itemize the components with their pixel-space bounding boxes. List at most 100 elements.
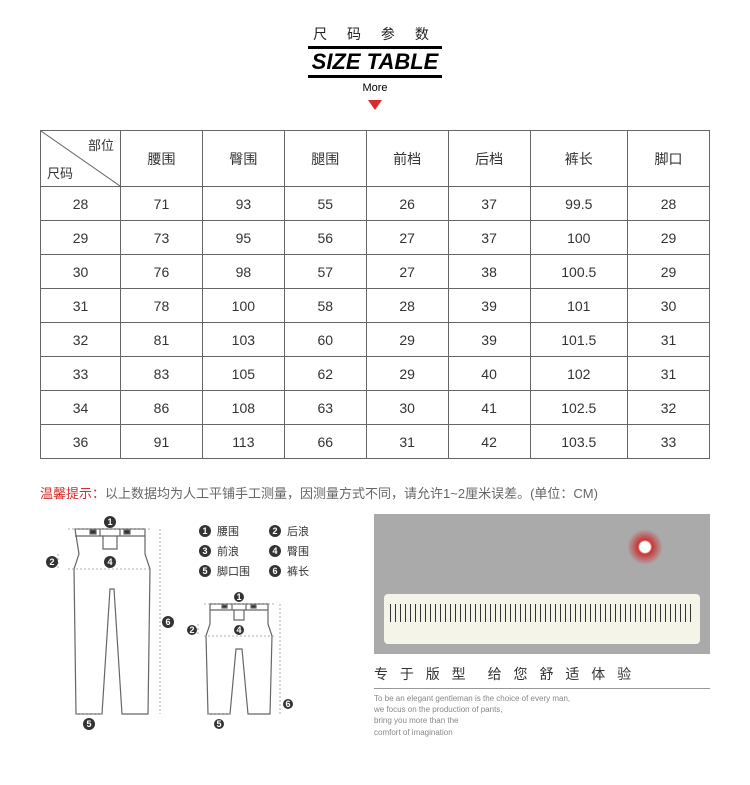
measurement-diagram: 1 2 4 5 6 [40, 514, 350, 739]
cell: 56 [284, 221, 366, 255]
cell: 57 [284, 255, 366, 289]
cell: 60 [284, 323, 366, 357]
cell: 78 [121, 289, 203, 323]
svg-text:6: 6 [272, 566, 277, 576]
cell: 76 [121, 255, 203, 289]
table-row: 29739556273710029 [41, 221, 710, 255]
cell: 31 [366, 425, 448, 459]
cell: 42 [448, 425, 530, 459]
cell: 29 [628, 255, 710, 289]
svg-text:5: 5 [86, 719, 91, 729]
cell: 29 [366, 323, 448, 357]
cell: 28 [366, 289, 448, 323]
svg-text:1: 1 [107, 517, 112, 527]
svg-text:2: 2 [272, 526, 277, 536]
svg-text:5: 5 [216, 719, 221, 729]
legend-label: 前浪 [217, 544, 239, 558]
cell: 28 [41, 187, 121, 221]
table-row: 338310562294010231 [41, 357, 710, 391]
legend-label: 臀围 [287, 545, 309, 558]
cell: 86 [121, 391, 203, 425]
cell: 91 [121, 425, 203, 459]
tip-label: 温馨提示： [40, 486, 105, 501]
legend-label: 腰围 [217, 525, 239, 538]
svg-text:4: 4 [236, 625, 241, 635]
tape-disc-icon [620, 522, 670, 572]
cell: 83 [121, 357, 203, 391]
svg-text:5: 5 [202, 566, 207, 576]
cell: 41 [448, 391, 530, 425]
cell: 100 [530, 221, 628, 255]
cell: 29 [366, 357, 448, 391]
promo-title: 专 于 版 型 给 您 舒 适 体 验 [374, 654, 710, 689]
cell: 63 [284, 391, 366, 425]
column-header: 后档 [448, 131, 530, 187]
column-header: 前档 [366, 131, 448, 187]
cell: 30 [628, 289, 710, 323]
title-chinese: 尺 码 参 数 [0, 24, 750, 44]
svg-text:1: 1 [236, 592, 241, 602]
svg-text:2: 2 [189, 625, 194, 635]
svg-text:4: 4 [107, 557, 112, 567]
column-header: 裤长 [530, 131, 628, 187]
header: 尺 码 参 数 SIZE TABLE More [0, 0, 750, 118]
bottom-section: 1 2 4 5 6 [0, 514, 750, 759]
more-label: More [0, 82, 750, 94]
promo-block: 专 于 版 型 给 您 舒 适 体 验 To be an elegant gen… [374, 514, 710, 738]
cell: 62 [284, 357, 366, 391]
cell: 81 [121, 323, 203, 357]
cell: 30 [366, 391, 448, 425]
cell: 103.5 [530, 425, 628, 459]
cell: 39 [448, 289, 530, 323]
table-row: 28719355263799.528 [41, 187, 710, 221]
cell: 39 [448, 323, 530, 357]
cell: 27 [366, 255, 448, 289]
cell: 40 [448, 357, 530, 391]
cell: 37 [448, 187, 530, 221]
cell: 29 [41, 221, 121, 255]
cell: 71 [121, 187, 203, 221]
cell: 31 [41, 289, 121, 323]
cell: 101.5 [530, 323, 628, 357]
table-row: 3691113663142103.533 [41, 425, 710, 459]
cell: 27 [366, 221, 448, 255]
legend-label: 脚口围 [217, 564, 250, 578]
cell: 102 [530, 357, 628, 391]
cell: 28 [628, 187, 710, 221]
triangle-down-icon [368, 100, 382, 110]
column-header: 腰围 [121, 131, 203, 187]
cell: 29 [628, 221, 710, 255]
svg-text:3: 3 [202, 546, 207, 556]
cell: 95 [202, 221, 284, 255]
legend-label: 裤长 [287, 564, 309, 578]
cell: 34 [41, 391, 121, 425]
tip-text: 以上数据均为人工平铺手工测量，因测量方式不同，请允许1~2厘米误差。(单位：CM… [105, 486, 598, 501]
cell: 101 [530, 289, 628, 323]
cell: 102.5 [530, 391, 628, 425]
cell: 36 [41, 425, 121, 459]
cell: 105 [202, 357, 284, 391]
cell: 30 [41, 255, 121, 289]
cell: 33 [41, 357, 121, 391]
svg-text:2: 2 [49, 557, 54, 567]
table-row: 3486108633041102.532 [41, 391, 710, 425]
svg-text:4: 4 [272, 546, 277, 556]
tip-row: 温馨提示：以上数据均为人工平铺手工测量，因测量方式不同，请允许1~2厘米误差。(… [0, 459, 750, 514]
column-header: 腿围 [284, 131, 366, 187]
cell: 103 [202, 323, 284, 357]
cell: 37 [448, 221, 530, 255]
corner-header: 部位 尺码 [41, 131, 121, 187]
cell: 100 [202, 289, 284, 323]
column-header: 脚口 [628, 131, 710, 187]
size-table: 部位 尺码 腰围臀围腿围前档后档裤长脚口 28719355263799.5282… [40, 130, 710, 459]
cell: 32 [628, 391, 710, 425]
cell: 38 [448, 255, 530, 289]
column-header: 臀围 [202, 131, 284, 187]
promo-en: To be an elegant gentleman is the choice… [374, 689, 710, 738]
corner-bottom-label: 尺码 [47, 163, 73, 182]
cell: 98 [202, 255, 284, 289]
svg-text:6: 6 [165, 617, 170, 627]
cell: 58 [284, 289, 366, 323]
svg-text:6: 6 [285, 699, 290, 709]
table-row: 317810058283910130 [41, 289, 710, 323]
